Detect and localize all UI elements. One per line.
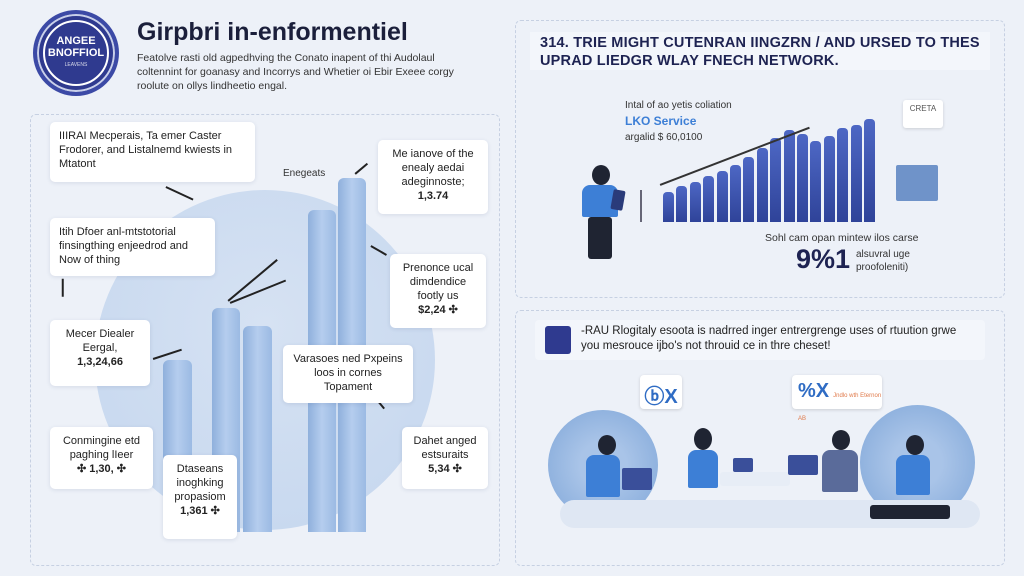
growth-bar (823, 135, 835, 222)
amount-label: argalid $ 60,0100 (625, 132, 703, 143)
person-illustration (896, 455, 930, 495)
callout-value: 1,361 ✣ (180, 505, 220, 517)
callout-card: Conmingine etd paghing lIeer ✣ 1,30, ✣ (50, 427, 153, 489)
callout-card: Me ianove of the enealy aedai adeginnost… (378, 140, 488, 214)
arrow-icon (62, 278, 64, 297)
growth-bar (797, 134, 808, 222)
bar-cylinder (243, 326, 272, 532)
axis-line (640, 190, 642, 222)
chart-label: Enegeats (283, 168, 326, 179)
badge-line: BNOFFIOL (47, 47, 105, 59)
callout-card: Dtaseans inoghking propasiom 1,361 ✣ (163, 455, 237, 539)
growth-bar (676, 185, 688, 222)
callout-text: Mecer Diealer Eergal, (65, 328, 135, 354)
callout-value: ✣ 1,30, ✣ (76, 463, 126, 475)
person-illustration (592, 165, 610, 185)
callout-card: Dahet anged estsuraits 5,34 ✣ (402, 427, 488, 489)
right-bottom-panel (515, 310, 1005, 566)
callout-card: Prenonce ucal dimdendice footly us $2,24 … (390, 254, 486, 328)
growth-bar (730, 165, 741, 222)
chart-caption: Intal of ao yetis coliation (625, 100, 732, 111)
person-illustration (598, 435, 616, 455)
callout-value: $2,24 ✣ (418, 304, 458, 316)
callout-text: Varasoes ned Pxpeins loos in cornes Topa… (293, 353, 403, 393)
building-icon (896, 165, 938, 201)
callout-text: Itih Dfoer anl-mtstotorial finsingthing … (59, 226, 189, 266)
callout-value: 1,3.74 (417, 190, 449, 202)
growth-bar (770, 138, 782, 222)
laptop-icon (733, 458, 753, 472)
callout-card: Mecer Diealer Eergal, 1,3,24,66 (50, 320, 150, 386)
person-illustration (694, 428, 712, 450)
growth-bar (756, 147, 768, 222)
person-illustration (832, 430, 850, 450)
laptop-icon (788, 455, 818, 475)
info-banner: -RAU Rlogitaly esoota is nadrred inger e… (535, 320, 985, 360)
headline: 314. TRIE MIGHT CUTENRAN IINGZRN / AND U… (530, 32, 990, 70)
logo-badge: ANGEE BNOFFIOL LEAVENS (33, 10, 119, 96)
callout-text: Dahet anged estsuraits (413, 435, 477, 461)
stat-note: alsuvral uge proofoleniti) (856, 249, 910, 273)
callout-value: 1,3,24,66 (77, 356, 123, 368)
callout-card: Varasoes ned Pxpeins loos in cornes Topa… (283, 345, 413, 403)
laptop-icon (622, 468, 652, 490)
growth-bar (850, 124, 862, 222)
banner-text: -RAU Rlogitaly esoota is nadrred inger e… (581, 325, 957, 352)
callout-card: IIIRAI Mecperais, Ta emer Caster Frodore… (50, 122, 255, 182)
callout-text: IIIRAI Mecperais, Ta emer Caster Frodore… (59, 130, 233, 170)
callout-value: 5,34 ✣ (428, 463, 462, 475)
person-illustration (906, 435, 924, 455)
bubble-note: Jndlo wth Eternon AB (798, 393, 882, 422)
footer-text: Sohl cam opan mintew ilos carse (765, 232, 919, 244)
bubble-stat: %X (798, 380, 830, 402)
callout-card: Itih Dfoer anl-mtstotorial finsingthing … (50, 218, 215, 276)
person-illustration (588, 217, 612, 259)
service-label: LKO Service (625, 114, 697, 128)
left-panel (30, 114, 500, 566)
chat-bubble-right: %X Jndlo wth Eternon AB (792, 375, 882, 422)
sign-bubble: CRETA (903, 100, 943, 128)
person-illustration (688, 450, 718, 488)
person-illustration (586, 455, 620, 497)
growth-bar (743, 157, 755, 222)
big-stat: 9%1 (796, 244, 851, 274)
right-top-panel (515, 20, 1005, 298)
person-illustration (870, 505, 950, 519)
person-podium-icon (545, 326, 571, 354)
growth-bar (810, 141, 822, 222)
chat-bubble-left: ⓑX (640, 375, 682, 409)
badge-line: ANGEE (56, 35, 96, 47)
callout-text: Me ianove of the enealy aedai adeginnost… (392, 148, 474, 188)
growth-bar (689, 181, 701, 222)
growth-bar (837, 127, 849, 222)
badge-line: LEAVENS (64, 62, 88, 68)
callout-text: Dtaseans inoghking propasiom (174, 463, 226, 503)
growth-bar (703, 176, 715, 222)
callout-text: Conmingine etd paghing lIeer (62, 435, 141, 461)
page-title: Girpbri in-enformentiel (137, 18, 408, 46)
growth-bar (783, 130, 795, 222)
person-illustration (822, 450, 858, 492)
callout-text: Prenonce ucal dimdendice footly us (402, 262, 474, 302)
growth-bar (663, 192, 674, 222)
sign-text: CRETA (909, 104, 937, 113)
growth-bar (716, 170, 728, 222)
intro-text: Featolve rasti old agpedhving the Conato… (137, 52, 454, 92)
table-shape (720, 472, 790, 486)
growth-bar (864, 119, 875, 222)
